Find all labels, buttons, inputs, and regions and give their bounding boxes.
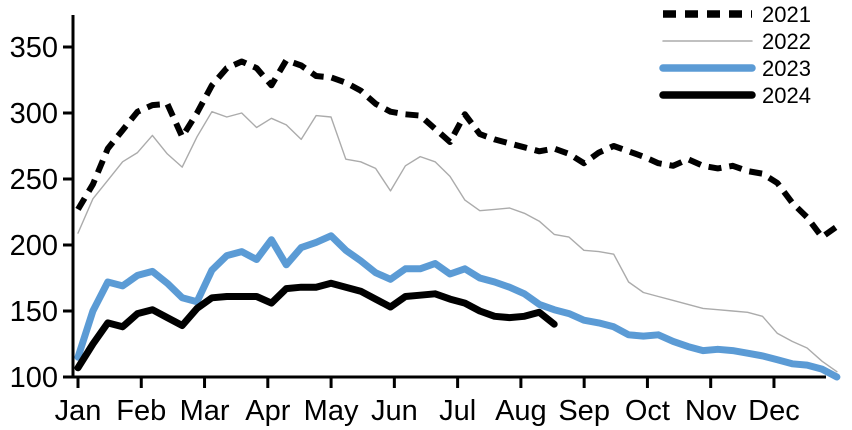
y-axis-label-150: 150 <box>10 296 58 328</box>
legend-label-2022: 2022 <box>762 29 811 54</box>
legend-item-2022: 2022 <box>662 29 811 54</box>
x-axis-label-nov: Nov <box>685 395 737 427</box>
x-axis-label-mar: Mar <box>180 395 230 427</box>
y-axis-label-350: 350 <box>10 32 58 64</box>
series-line-2022 <box>77 110 838 373</box>
y-axis-label-200: 200 <box>10 230 58 262</box>
legend-item-2021: 2021 <box>663 2 811 27</box>
y-axis-label-250: 250 <box>10 164 58 196</box>
series-line-2021 <box>75 57 839 241</box>
y-axis-label-100: 100 <box>10 362 58 394</box>
x-axis-label-jul: Jul <box>439 395 476 427</box>
legend-label-2023: 2023 <box>762 56 811 81</box>
x-axis-label-oct: Oct <box>625 395 670 427</box>
x-axis-label-sep: Sep <box>558 395 610 427</box>
x-axis-label-feb: Feb <box>116 395 166 427</box>
x-axis-label-may: May <box>304 395 359 427</box>
x-axis-label-apr: Apr <box>245 395 290 427</box>
legend-label-2021: 2021 <box>762 2 811 27</box>
legend-label-2024: 2024 <box>762 83 811 108</box>
legend-item-2024: 2024 <box>659 83 811 108</box>
legend-item-2023: 2023 <box>659 56 811 81</box>
x-axis-label-jan: Jan <box>55 395 102 427</box>
x-axis-label-dec: Dec <box>748 395 800 427</box>
x-axis-label-aug: Aug <box>495 395 547 427</box>
series-line-2023 <box>74 232 841 381</box>
series-line-2024 <box>74 279 558 372</box>
y-axis-label-300: 300 <box>10 98 58 130</box>
x-axis-label-jun: Jun <box>371 395 418 427</box>
